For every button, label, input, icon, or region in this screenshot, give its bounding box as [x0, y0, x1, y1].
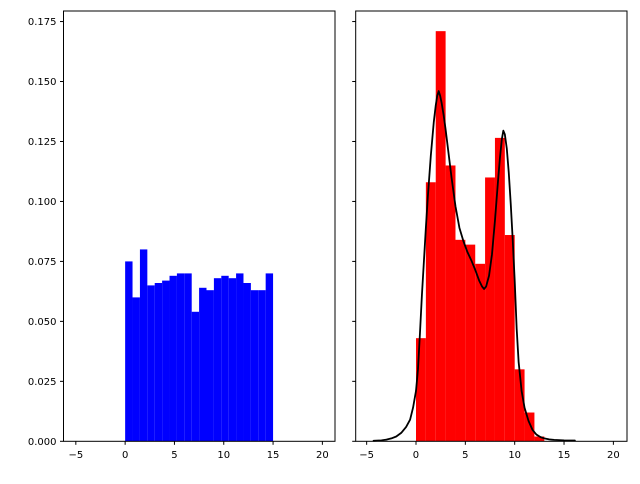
x-tick-label: 20	[607, 450, 620, 461]
histogram-bar	[206, 290, 214, 442]
uniform-histogram-bars	[125, 249, 274, 442]
histogram-bar	[199, 287, 207, 442]
histogram-bar	[184, 273, 192, 442]
histogram-bar	[243, 283, 251, 442]
histogram-bar	[416, 338, 426, 442]
histogram-bar	[162, 280, 170, 442]
histogram-bar	[228, 278, 237, 442]
histogram-bar	[265, 273, 274, 442]
histogram-bar	[445, 165, 456, 442]
histogram-bar	[191, 311, 200, 442]
bimodal-histogram-with-kde-bars	[416, 31, 545, 442]
histogram-bar	[125, 261, 133, 442]
y-tick-label: 0.050	[28, 317, 57, 328]
y-tick-label: 0.100	[28, 197, 57, 208]
histogram-bar	[504, 235, 515, 442]
histogram-bar	[425, 182, 436, 442]
uniform-histogram-y-axis: 0.000 0.025 0.050 0.075 0.100 0.125 0.150 0.175	[28, 17, 64, 448]
kde-curve	[372, 90, 576, 442]
y-tick-label: 0.125	[28, 137, 57, 148]
bimodal-histogram-with-kde-y-axis	[352, 21, 356, 442]
histogram-bar	[455, 239, 466, 442]
x-tick-label: 0	[413, 450, 419, 461]
histogram-bar	[494, 137, 505, 442]
histogram-bar	[139, 249, 148, 442]
x-tick-label: 10	[508, 450, 521, 461]
y-tick-label: 0.175	[28, 17, 57, 28]
histogram-bar	[154, 283, 163, 442]
x-tick-label: 5	[171, 450, 177, 461]
uniform-histogram-x-axis: −5 0 5 10 15 20	[68, 441, 329, 461]
bimodal-histogram-with-kde-x-axis: −5 0 5 10 15 20	[359, 441, 620, 461]
histogram-bar	[475, 263, 486, 442]
x-tick-label: 15	[558, 450, 571, 461]
histogram-bar	[176, 273, 185, 442]
x-tick-label: 5	[462, 450, 468, 461]
histogram-bar	[221, 275, 229, 442]
bimodal-histogram-with-kde-spines	[355, 10, 628, 442]
y-tick-label: 0.075	[28, 257, 57, 268]
histogram-bar	[169, 275, 177, 442]
y-tick-label: 0.000	[28, 437, 57, 448]
histogram-bar	[534, 436, 545, 442]
histogram-bar	[132, 297, 140, 442]
histogram-bar	[435, 31, 446, 442]
histogram-bar	[236, 273, 244, 442]
histogram-bar	[258, 290, 266, 442]
x-tick-label: −5	[359, 450, 374, 461]
x-tick-label: 20	[316, 450, 329, 461]
histogram-bar	[524, 412, 535, 442]
y-tick-label: 0.025	[28, 377, 57, 388]
axes-uniform-histogram: −5 0 5 10 15 20 0.000 0.025 0.050 0.075 0.100 0.125…	[28, 10, 336, 461]
x-tick-label: 0	[122, 450, 128, 461]
uniform-histogram-spines	[63, 10, 336, 442]
x-tick-label: −5	[68, 450, 83, 461]
histogram-bar	[250, 290, 259, 442]
y-tick-label: 0.150	[28, 77, 57, 88]
histogram-bar	[514, 369, 525, 442]
x-tick-label: 10	[217, 450, 230, 461]
histogram-bar	[485, 177, 495, 442]
histogram-bar	[147, 285, 155, 442]
histogram-bar	[465, 244, 476, 442]
histogram-bar	[213, 278, 222, 442]
x-tick-label: 15	[267, 450, 280, 461]
axes-bimodal-histogram-with-kde: −5 0 5 10 15 20	[352, 10, 628, 461]
